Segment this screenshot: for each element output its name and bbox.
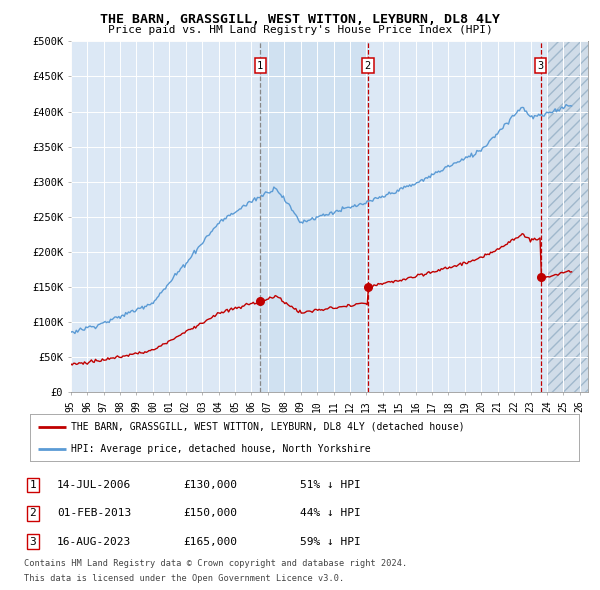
Text: 2: 2	[365, 61, 371, 71]
Text: 2: 2	[29, 509, 37, 518]
Text: 44% ↓ HPI: 44% ↓ HPI	[300, 509, 361, 518]
Text: THE BARN, GRASSGILL, WEST WITTON, LEYBURN, DL8 4LY (detached house): THE BARN, GRASSGILL, WEST WITTON, LEYBUR…	[71, 422, 465, 432]
Text: HPI: Average price, detached house, North Yorkshire: HPI: Average price, detached house, Nort…	[71, 444, 371, 454]
Text: 51% ↓ HPI: 51% ↓ HPI	[300, 480, 361, 490]
Text: 59% ↓ HPI: 59% ↓ HPI	[300, 537, 361, 546]
Text: Price paid vs. HM Land Registry's House Price Index (HPI): Price paid vs. HM Land Registry's House …	[107, 25, 493, 35]
Text: 3: 3	[29, 537, 37, 546]
Text: 1: 1	[257, 61, 263, 71]
Bar	[547, 41, 596, 392]
Text: 16-AUG-2023: 16-AUG-2023	[57, 537, 131, 546]
Text: THE BARN, GRASSGILL, WEST WITTON, LEYBURN, DL8 4LY: THE BARN, GRASSGILL, WEST WITTON, LEYBUR…	[100, 13, 500, 26]
Text: £150,000: £150,000	[183, 509, 237, 518]
Text: £165,000: £165,000	[183, 537, 237, 546]
Text: 01-FEB-2013: 01-FEB-2013	[57, 509, 131, 518]
Text: 14-JUL-2006: 14-JUL-2006	[57, 480, 131, 490]
Text: 3: 3	[538, 61, 544, 71]
Text: This data is licensed under the Open Government Licence v3.0.: This data is licensed under the Open Gov…	[24, 574, 344, 583]
Text: £130,000: £130,000	[183, 480, 237, 490]
Text: 1: 1	[29, 480, 37, 490]
Bar	[260, 41, 368, 392]
Text: Contains HM Land Registry data © Crown copyright and database right 2024.: Contains HM Land Registry data © Crown c…	[24, 559, 407, 568]
